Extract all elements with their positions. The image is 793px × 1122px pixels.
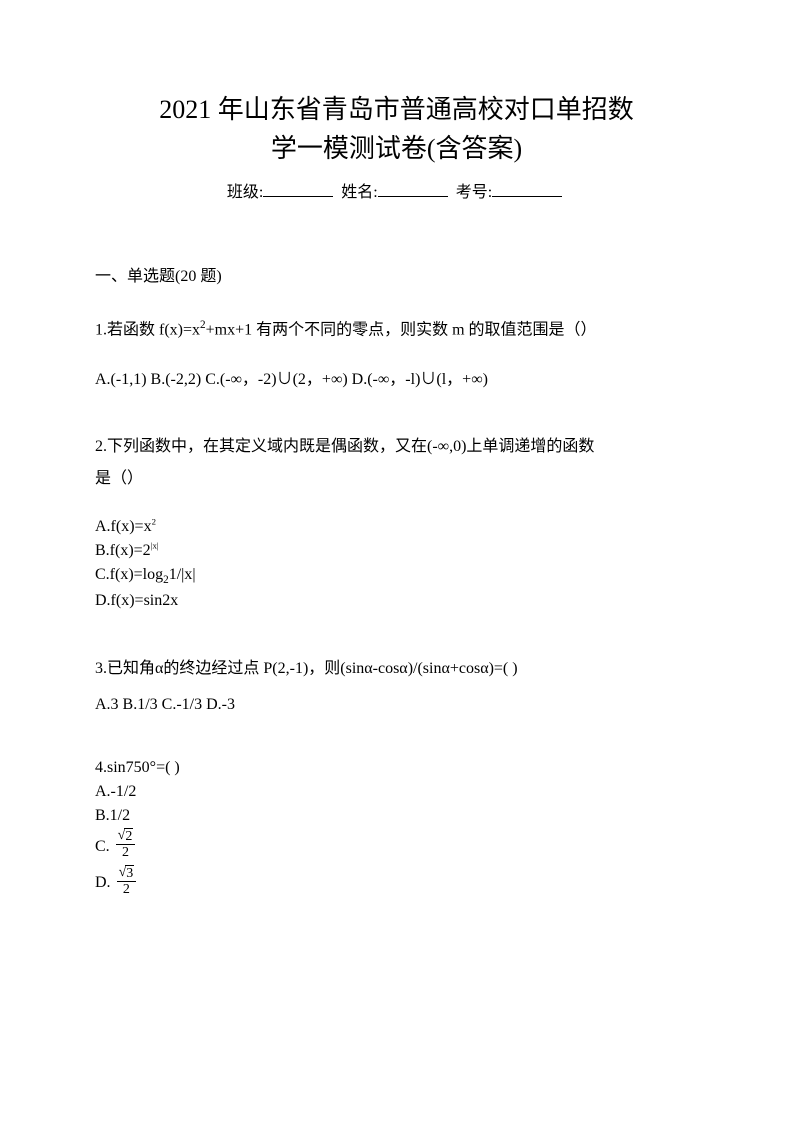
q4-optD-letter: D. [95, 871, 111, 897]
q4-optC-numerator: √2 [116, 828, 136, 845]
sqrt-icon: √2 [118, 828, 134, 844]
question-4: 4.sin750°=( ) [95, 756, 698, 780]
examno-label: 考号: [456, 184, 492, 201]
q4-optD-denominator: 2 [121, 882, 132, 897]
q2-optC-pre: C.f(x)=log [95, 566, 163, 583]
meta-line: 班级: 姓名: 考号: [95, 178, 698, 202]
question-3: 3.已知角α的终边经过点 P(2,-1)，则(sinα-cosα)/(sinα+… [95, 653, 698, 685]
examno-blank [492, 181, 562, 197]
q4-option-b: B.1/2 [95, 804, 698, 828]
q2-optC-post: 1/|x| [169, 566, 196, 583]
q2-text-line2: 是（） [95, 463, 698, 495]
q2-text-line1: 2.下列函数中，在其定义域内既是偶函数，又在(-∞,0)上单调递增的函数 [95, 431, 698, 463]
q4-optD-fraction: √3 2 [117, 865, 137, 898]
q2-optA-pre: A.f(x)=x [95, 518, 152, 535]
title-line-2: 学一模测试卷(含答案) [95, 129, 698, 168]
q2-optB-pre: B.f(x)=2 [95, 542, 151, 559]
question-4-block: 4.sin750°=( ) A.-1/2 B.1/2 C. √2 2 D. √3… [95, 756, 698, 898]
class-label: 班级: [227, 184, 263, 201]
q2-optA-exp: 2 [152, 517, 156, 527]
title-line-1: 2021 年山东省青岛市普通高校对口单招数 [95, 90, 698, 129]
question-1: 1.若函数 f(x)=x2+mx+1 有两个不同的零点，则实数 m 的取值范围是… [95, 314, 698, 346]
name-blank [378, 181, 448, 197]
q2-optB-exp: |x| [151, 541, 159, 551]
q3-options: A.3 B.1/3 C.-1/3 D.-3 [95, 691, 698, 720]
q1-text-suffix: +mx+1 有两个不同的零点，则实数 m 的取值范围是（） [206, 321, 597, 338]
q4-optC-radicand: 2 [124, 828, 133, 844]
q1-text-prefix: 1.若函数 f(x)=x [95, 321, 200, 338]
q4-optC-letter: C. [95, 835, 110, 861]
q4-option-d: D. √3 2 [95, 865, 136, 898]
class-blank [263, 181, 333, 197]
q2-option-a: A.f(x)=x2 [95, 515, 698, 539]
question-2: 2.下列函数中，在其定义域内既是偶函数，又在(-∞,0)上单调递增的函数 是（） [95, 431, 698, 495]
sqrt-icon: √3 [119, 865, 135, 881]
q4-optC-fraction: √2 2 [116, 828, 136, 861]
q2-options: A.f(x)=x2 B.f(x)=2|x| C.f(x)=log21/|x| D… [95, 515, 698, 613]
q4-optD-numerator: √3 [117, 865, 137, 882]
q1-options: A.(-1,1) B.(-2,2) C.(-∞，-2)∪(2，+∞) D.(-∞… [95, 366, 698, 395]
q2-option-d: D.f(x)=sin2x [95, 589, 698, 613]
name-label: 姓名: [341, 184, 377, 201]
q4-option-c: C. √2 2 [95, 828, 135, 861]
q4-optD-radicand: 3 [125, 865, 134, 881]
q2-option-b: B.f(x)=2|x| [95, 539, 698, 563]
section-heading: 一、单选题(20 题) [95, 262, 698, 286]
page-title: 2021 年山东省青岛市普通高校对口单招数 学一模测试卷(含答案) [95, 90, 698, 168]
q2-option-c: C.f(x)=log21/|x| [95, 563, 698, 589]
q4-option-a: A.-1/2 [95, 780, 698, 804]
q4-optC-denominator: 2 [120, 845, 131, 860]
